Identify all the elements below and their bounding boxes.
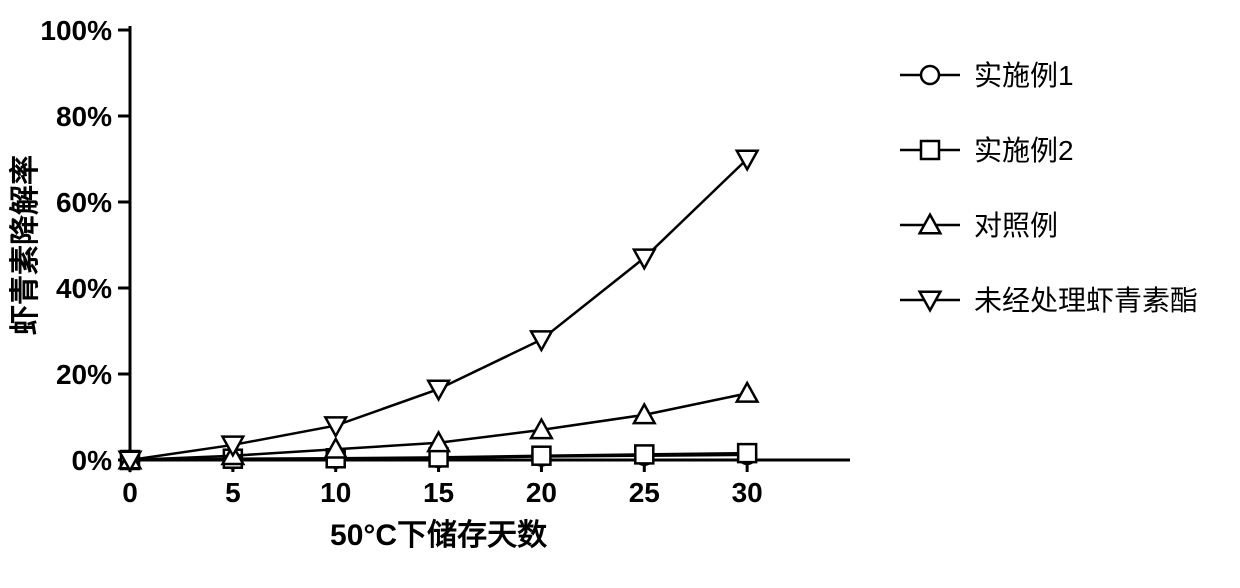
y-tick-label: 20% (56, 359, 112, 390)
x-tick-label: 10 (320, 477, 351, 508)
legend-label: 实施例1 (974, 60, 1074, 91)
y-tick-label: 40% (56, 273, 112, 304)
y-axis-label: 虾青素降解率 (9, 155, 42, 335)
x-tick-label: 0 (122, 477, 138, 508)
legend-label: 未经处理虾青素酯 (974, 285, 1198, 316)
x-tick-label: 25 (629, 477, 660, 508)
line-chart: 0% 20% 40% 60% 80% 100% 0 5 10 15 20 25 30 虾青素降解率 50°C… (0, 0, 1240, 588)
y-tick-label: 100% (40, 15, 112, 46)
legend-label: 实施例2 (974, 135, 1074, 166)
y-tick-label: 0% (72, 445, 113, 476)
x-tick-label: 5 (225, 477, 241, 508)
x-axis-label: 50°C下储存天数 (330, 519, 548, 552)
x-tick-label: 15 (423, 477, 454, 508)
y-tick-label: 80% (56, 101, 112, 132)
x-tick-label: 30 (732, 477, 763, 508)
x-tick-label: 20 (526, 477, 557, 508)
chart-container: 0% 20% 40% 60% 80% 100% 0 5 10 15 20 25 30 虾青素降解率 50°C… (0, 0, 1240, 588)
y-tick-label: 60% (56, 187, 112, 218)
legend-label: 对照例 (974, 210, 1058, 241)
